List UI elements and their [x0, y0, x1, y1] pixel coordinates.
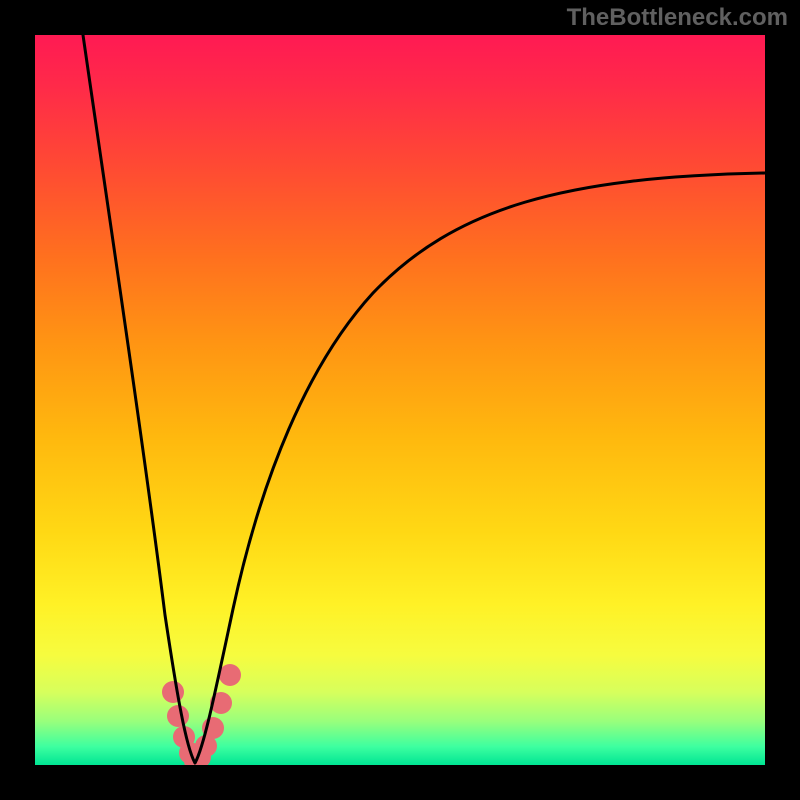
gradient-panel	[35, 35, 765, 765]
watermark-text: TheBottleneck.com	[567, 4, 788, 32]
gradient-background	[35, 35, 765, 765]
chart-canvas: TheBottleneck.com	[0, 0, 800, 800]
